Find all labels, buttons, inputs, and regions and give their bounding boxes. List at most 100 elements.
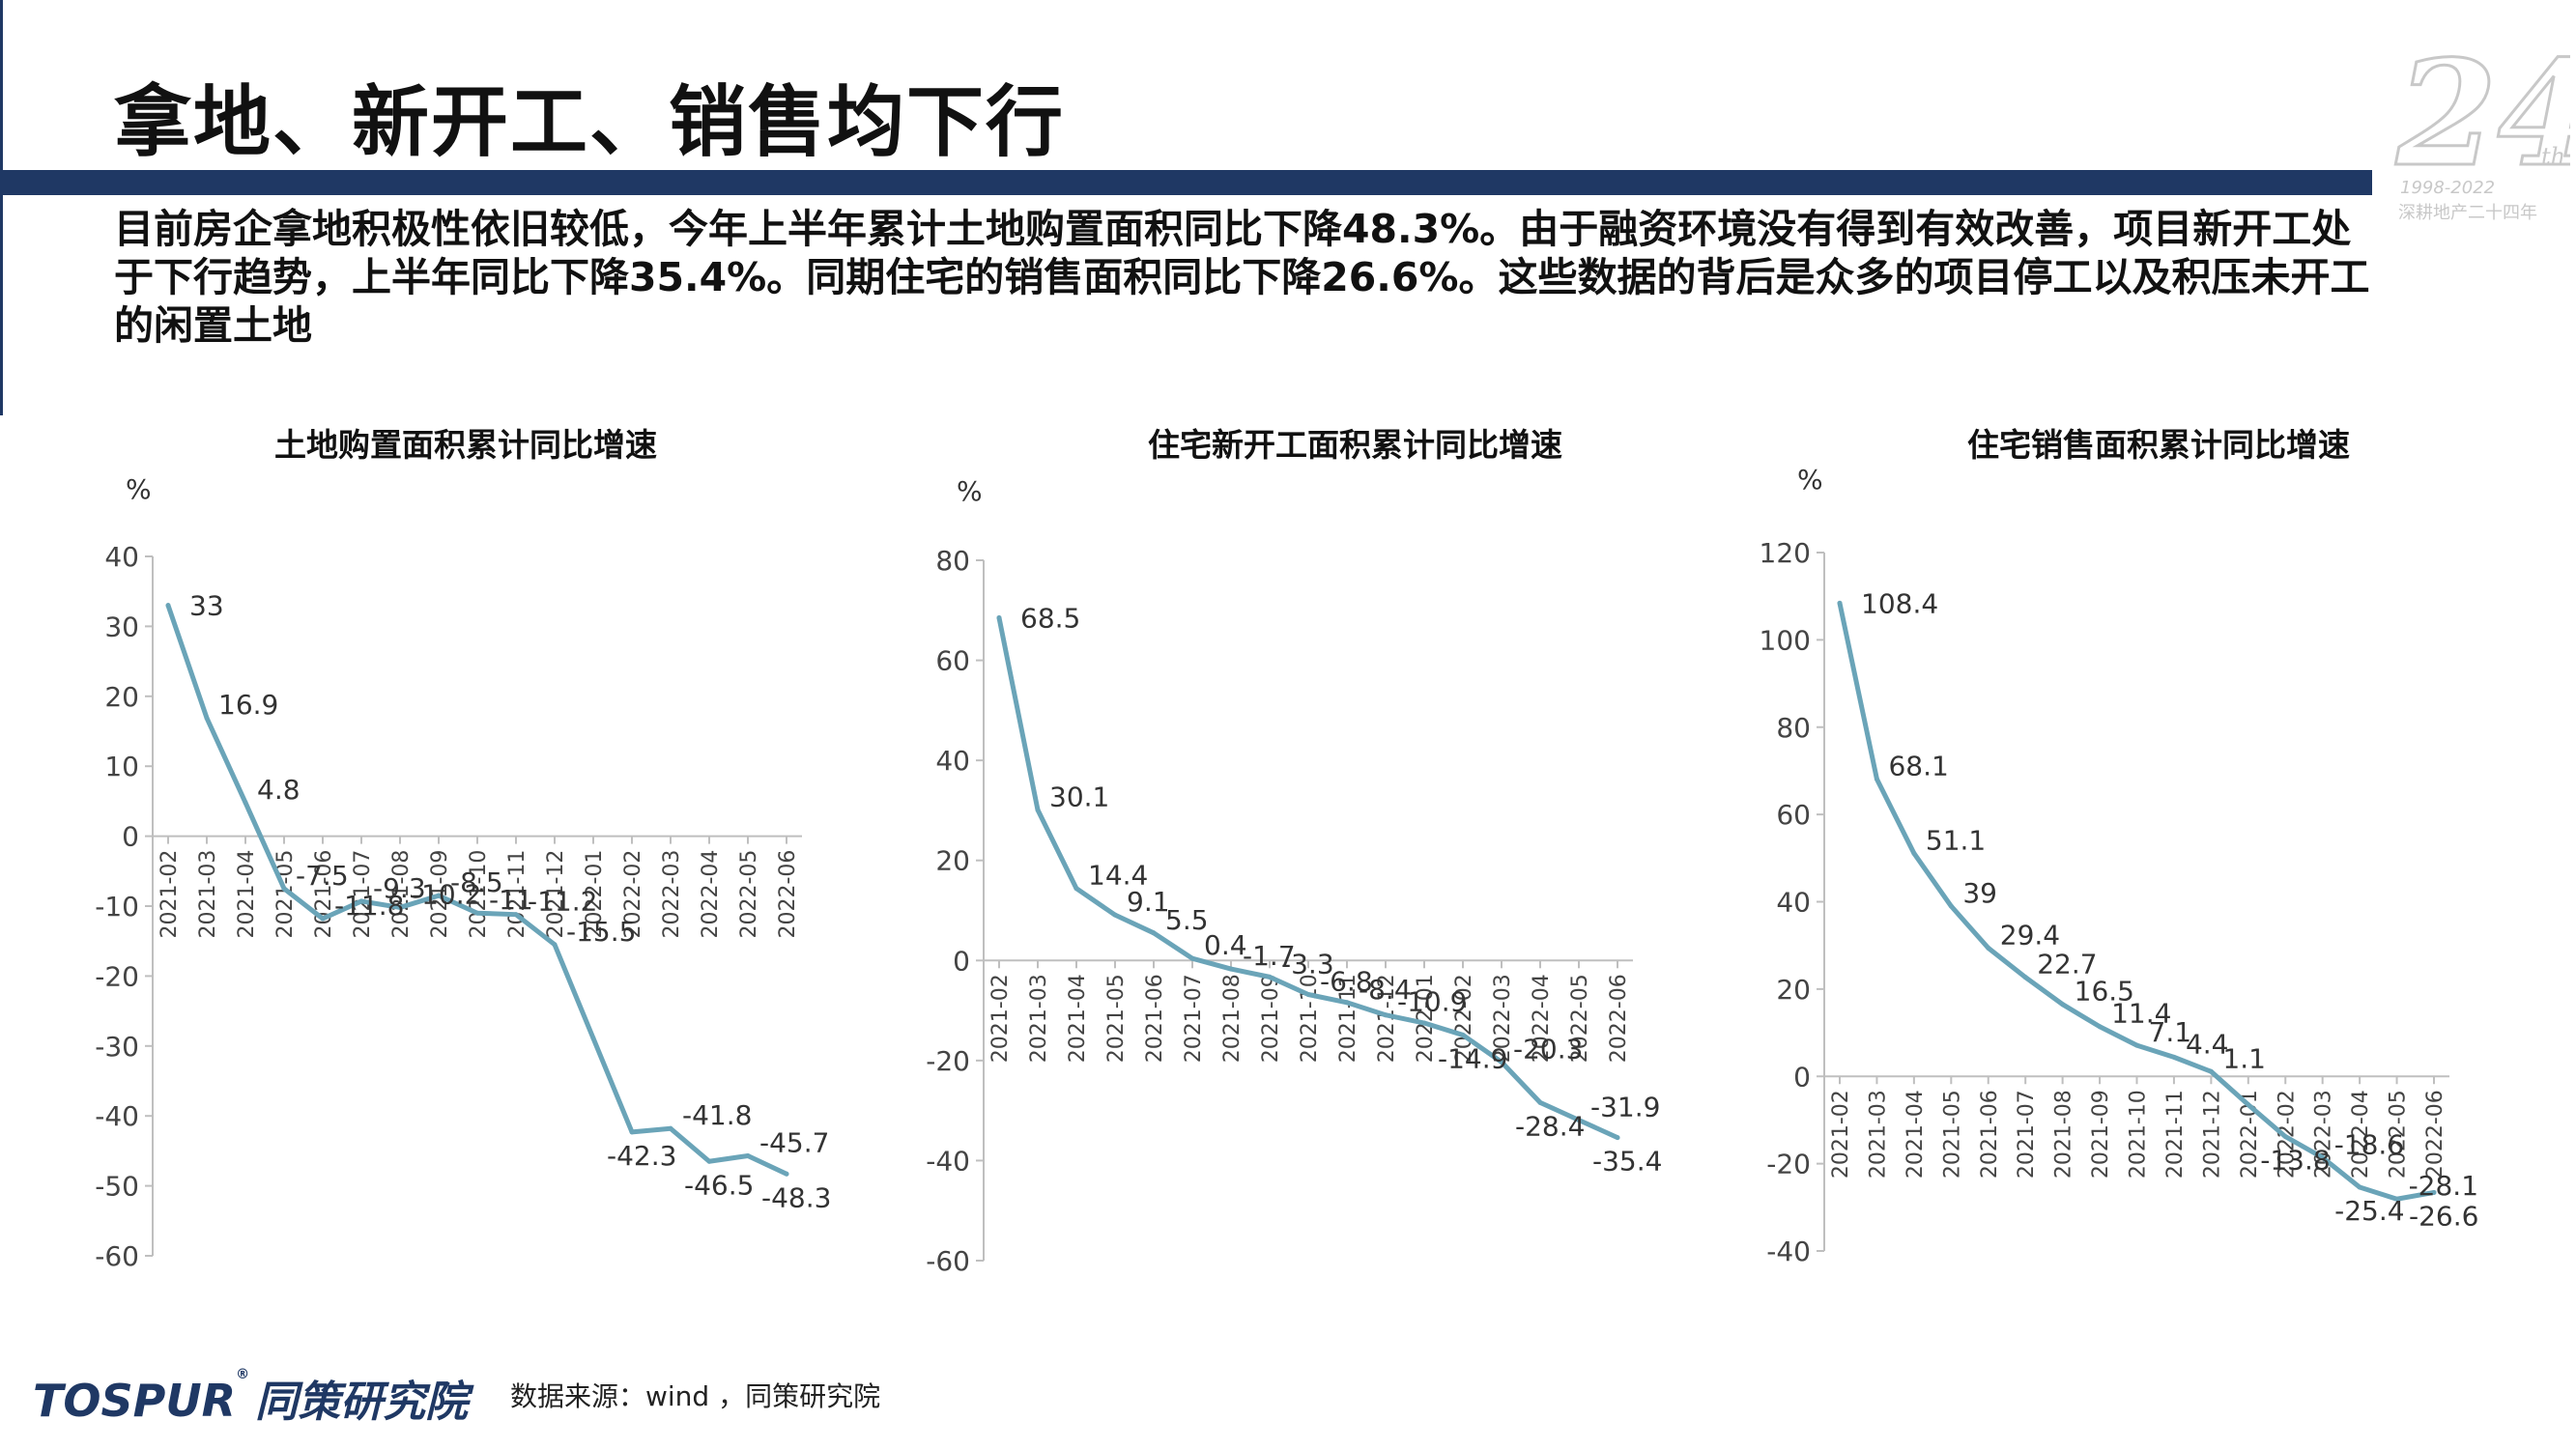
y-tick-label: -40 [1766,1236,1811,1267]
y-tick-label: 10 [104,751,139,782]
data-label: 30.1 [1049,781,1109,812]
data-point [1537,1099,1543,1105]
x-tick-label: 2021-10 [467,850,491,939]
x-tick-label: 2021-05 [1940,1090,1964,1179]
data-point [1421,1020,1427,1026]
data-point [2022,975,2028,980]
data-point [552,942,558,948]
y-tick-label: -30 [95,1031,139,1063]
data-label: -15.5 [566,916,636,948]
chart-residential-starts: % 80 60 40 20 0 -20 -40 -60 2021-02 2021-03 2021-04… [926,475,1662,1277]
data-point [436,893,442,898]
y-tick-label: 80 [935,545,970,577]
y-tick-label: 20 [104,681,139,713]
data-point [1073,886,1079,892]
data-label: -48.3 [761,1181,831,1213]
data-label: -11.8 [334,890,404,922]
chart-residential-sales: % 120 100 80 60 40 20 0 -20 -40 2021-02 2021-03 2021… [1760,464,2479,1267]
data-label: 4.4 [2186,1028,2229,1060]
x-tick-label: 2022-04 [699,850,723,939]
data-point [784,1171,789,1177]
data-point [1189,955,1195,961]
y-tick-label: 20 [1776,974,1811,1006]
data-label: -8.4 [1359,974,1412,1006]
x-tick-label: 2022-05 [1568,974,1592,1063]
y-tick-label: 20 [935,845,970,877]
data-point [513,912,519,918]
y-tick-label: -10 [95,891,139,923]
data-label: 68.5 [1020,603,1080,635]
title-rule [0,170,2372,195]
data-label: 0.4 [1204,929,1247,961]
data-label: -42.3 [607,1140,676,1172]
data-label: -18.6 [2334,1128,2404,1160]
data-point [2394,1196,2400,1202]
data-label: -3.3 [1281,948,1334,980]
data-label: -8.5 [450,867,503,898]
data-label: -10.9 [1397,986,1467,1018]
chart-land-purchase: % 40 30 20 10 0 -10 -20 -30 -40 -50 -60 2021-02 2021-… [95,473,831,1272]
y-tick-label: 0 [953,945,970,977]
x-tick-label: 2021-06 [1978,1090,2002,1179]
data-label: -45.7 [759,1126,829,1158]
x-tick-label: 2021-07 [351,850,375,939]
data-label: -10.2 [412,878,481,910]
data-point [2097,1024,2103,1030]
y-tick-label: -40 [926,1145,970,1177]
data-point [204,715,210,721]
anniversary-number: 24 [2395,29,2570,199]
data-label: -46.5 [684,1169,754,1201]
chart-title-sales: 住宅销售面积累计同比增速 [1967,426,2350,464]
x-tick-label: 2022-06 [1607,974,1631,1063]
x-tick-label: 2022-03 [1491,974,1515,1063]
x-tick-label: 2021-06 [312,850,336,939]
y-tick-label: 40 [935,745,970,777]
data-label: -41.8 [682,1099,752,1131]
data-label: -28.1 [2409,1170,2478,1202]
data-point [1911,850,1917,856]
anniversary-sup: th [2541,143,2565,170]
data-label: 108.4 [1861,587,1938,619]
data-point [165,603,171,609]
x-tick-label: 2021-04 [1066,974,1090,1063]
data-point [590,1036,596,1041]
data-point [629,1129,635,1135]
data-source: 数据来源：wind ，同策研究院 [510,1380,881,1412]
x-tick-label: 2022-02 [621,850,645,939]
data-point [996,615,1002,621]
data-point [2134,1042,2139,1048]
x-tick-label: 2022-06 [2423,1090,2447,1179]
data-point [1837,600,1843,606]
data-point [281,886,287,892]
x-tick-label: 2022-04 [1530,974,1554,1063]
data-label: 5.5 [1165,904,1209,936]
x-tick-label: 2021-04 [235,850,259,939]
data-label: -26.6 [2409,1200,2478,1232]
x-tick-label: 2021-02 [988,974,1013,1063]
data-point [1035,807,1041,812]
y-tick-label: -40 [95,1100,139,1132]
data-point [2171,1054,2177,1060]
data-label: 7.1 [2149,1016,2192,1048]
data-label: 33 [189,590,224,622]
x-tick-label: 2021-06 [1143,974,1167,1063]
chart-title-starts: 住宅新开工面积累计同比增速 [1148,426,1562,464]
data-label: -20.3 [1513,1033,1583,1065]
x-tick-label: 2022-04 [2349,1090,2373,1179]
data-point [1499,1059,1504,1065]
y-tick-label: 80 [1776,712,1811,744]
x-tick-label: 2021-09 [2089,1090,2113,1179]
y-tick-label: -20 [95,960,139,992]
x-tick-label: 2021-08 [389,850,414,939]
data-label: 16.5 [2075,976,2134,1008]
x-tick-label: 2021-05 [1104,974,1129,1063]
data-label: 11.4 [2111,998,2171,1030]
x-tick-label: 2021-03 [1866,1090,1890,1179]
data-label: 22.7 [2037,949,2097,980]
data-label: 39 [1962,877,1997,909]
data-label: 68.1 [1888,751,1948,782]
data-point [397,904,403,910]
data-point [358,898,364,904]
data-point [1615,1135,1620,1141]
y-tick-label: 0 [122,821,139,853]
